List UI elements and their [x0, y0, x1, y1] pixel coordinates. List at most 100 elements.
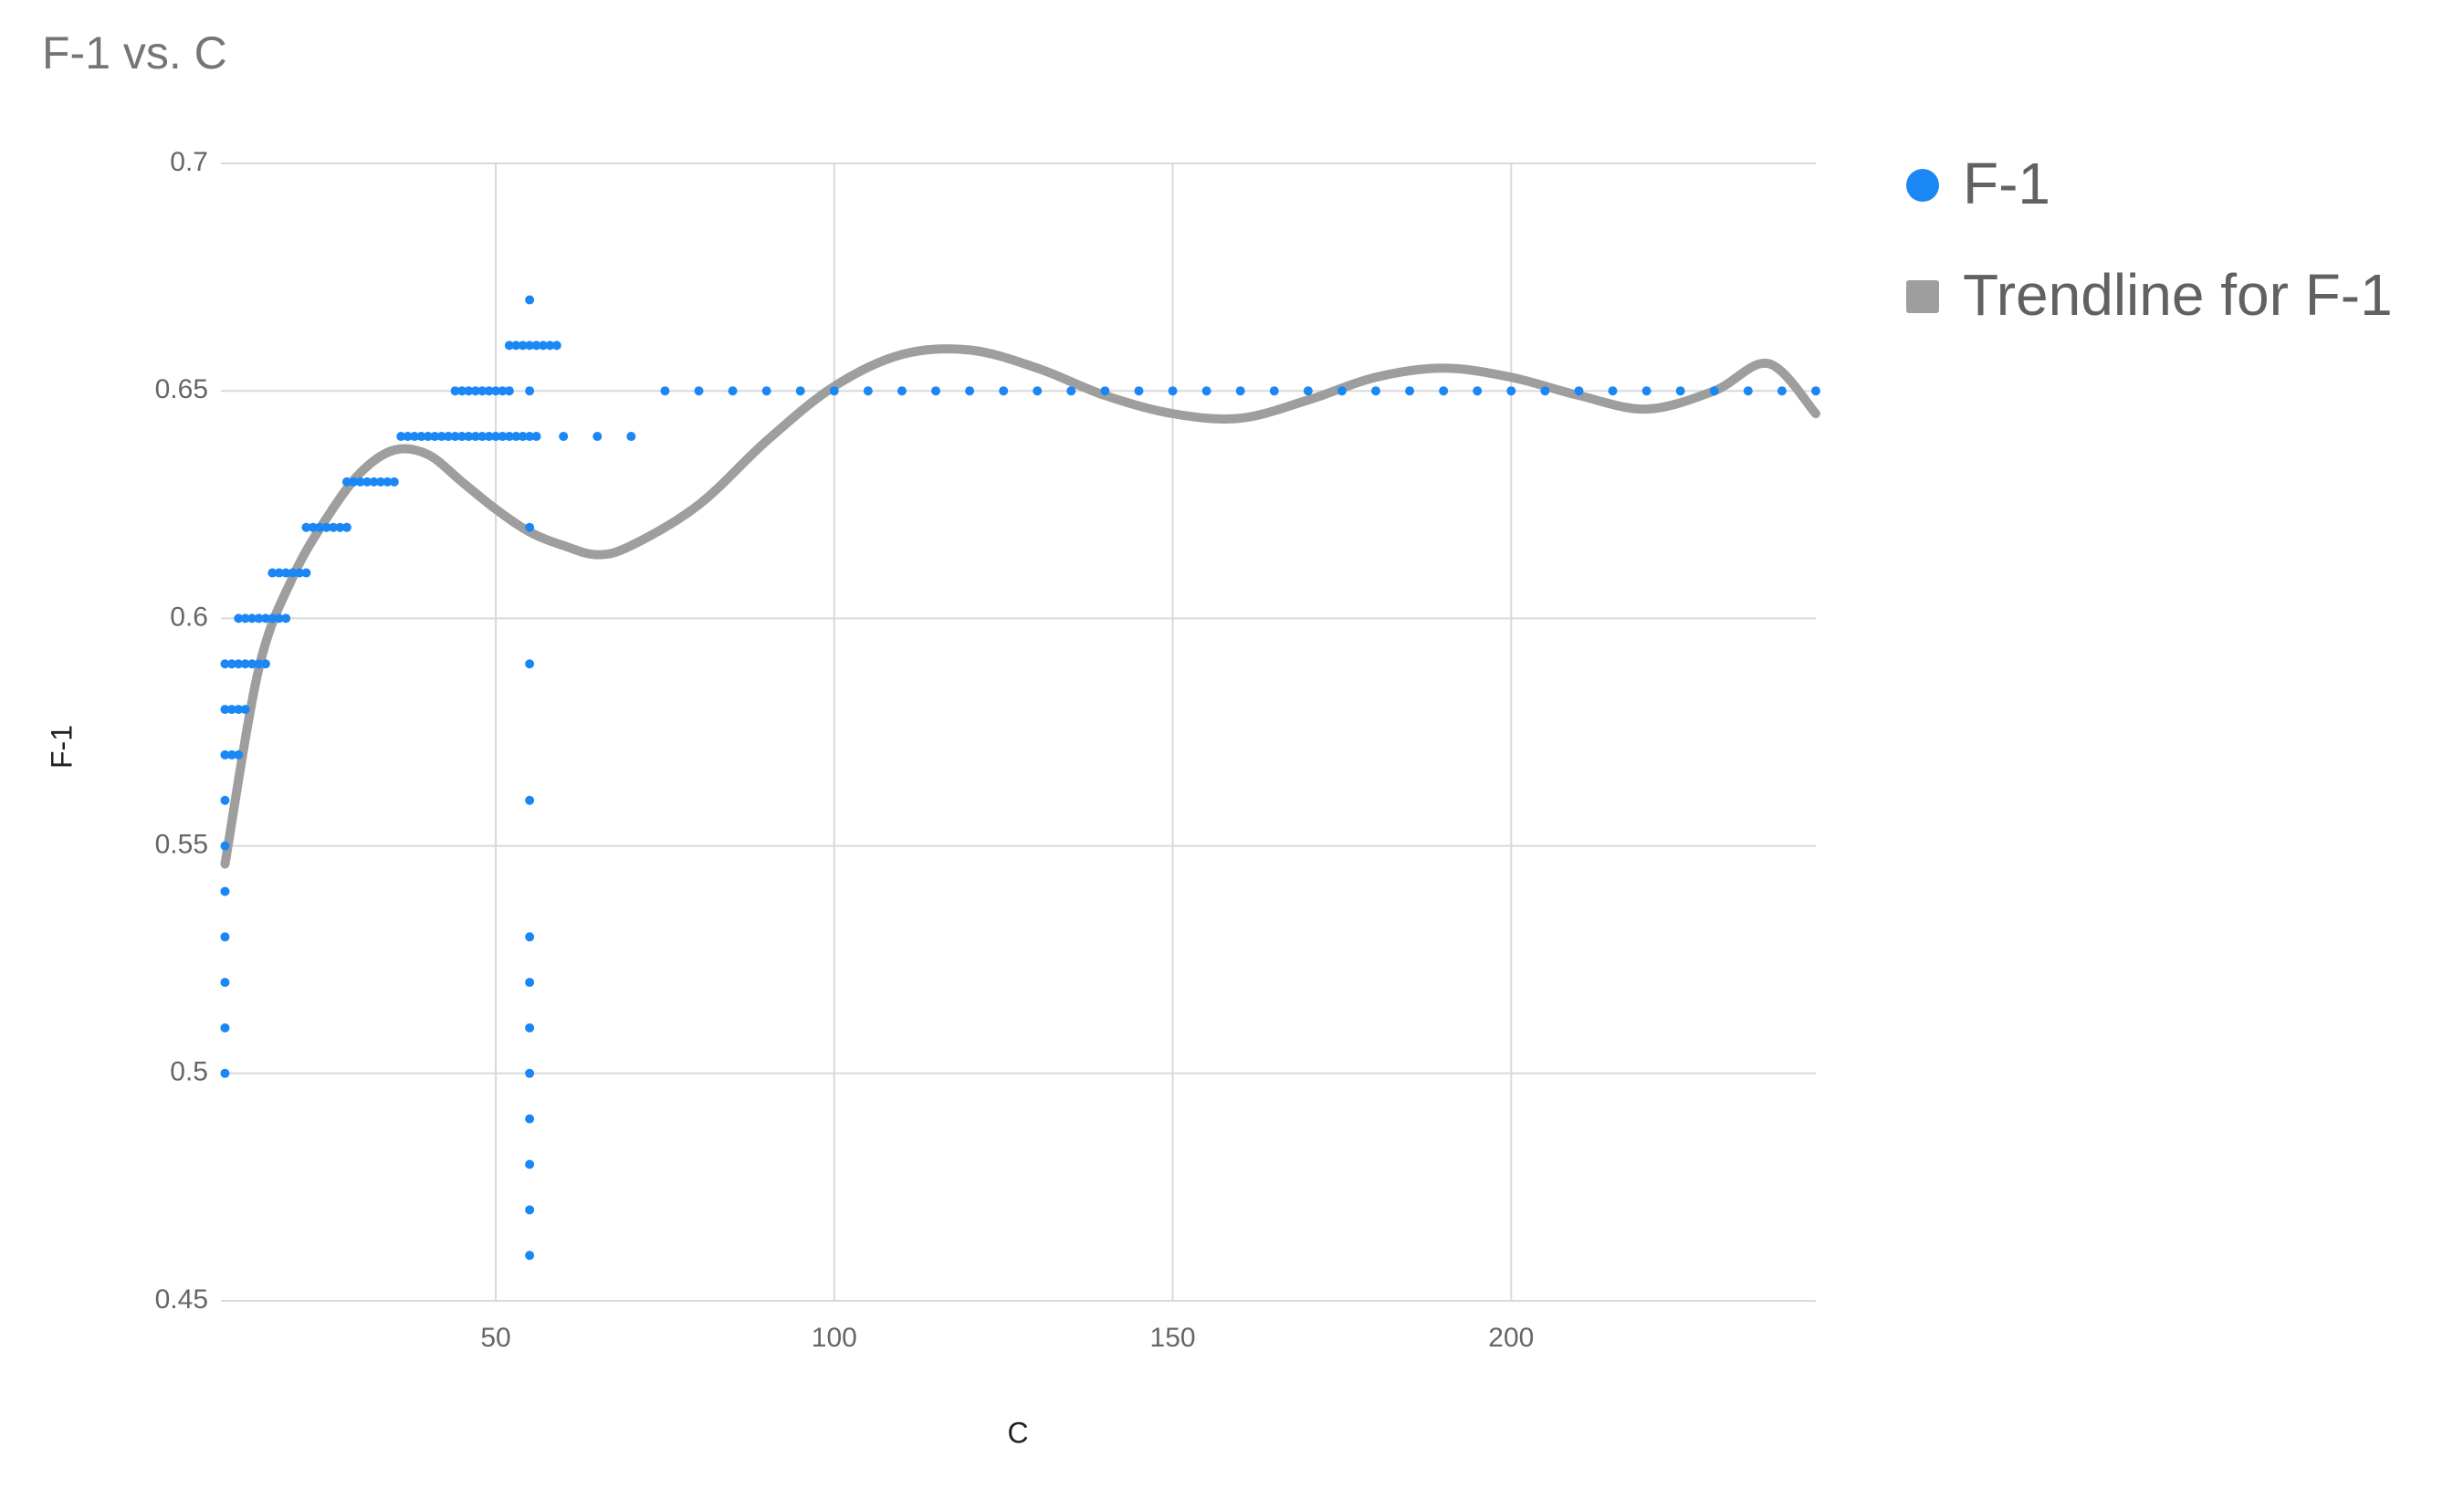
data-point [1100, 386, 1110, 396]
x-tick-label: 100 [812, 1323, 857, 1353]
x-axis-title: C [1007, 1416, 1028, 1449]
data-point [518, 432, 528, 442]
data-point [1473, 386, 1483, 396]
data-point [267, 568, 278, 578]
y-tick-label: 0.5 [170, 1057, 208, 1087]
data-point [1235, 386, 1245, 396]
legend: F-1 Trendline for F-1 [1906, 151, 2393, 328]
data-point [234, 613, 244, 623]
data-point [525, 978, 535, 988]
data-point [728, 386, 738, 396]
data-point [1066, 386, 1076, 396]
data-point [410, 432, 420, 442]
data-point [456, 432, 467, 442]
data-point [999, 386, 1009, 396]
data-point [592, 432, 603, 442]
data-point [430, 432, 440, 442]
data-point [525, 386, 535, 396]
data-point [1439, 386, 1449, 396]
data-point [301, 568, 311, 578]
data-point [450, 386, 460, 396]
legend-marker [1906, 169, 1939, 202]
data-point [511, 432, 521, 442]
data-point [423, 432, 433, 442]
data-point [436, 432, 446, 442]
data-point [240, 613, 250, 623]
data-point [383, 477, 393, 487]
data-point [315, 522, 325, 532]
data-point [226, 749, 236, 760]
data-point [349, 477, 359, 487]
data-point [504, 341, 514, 351]
x-tick-label: 150 [1150, 1323, 1196, 1353]
chart-title: F-1 vs. C [42, 27, 227, 79]
data-point [545, 341, 555, 351]
data-point [226, 659, 236, 669]
data-point [525, 522, 535, 532]
data-point [525, 295, 535, 305]
data-point [1405, 386, 1415, 396]
y-tick-label: 0.7 [170, 147, 208, 177]
data-point [389, 477, 399, 487]
data-point [965, 386, 975, 396]
data-point [491, 432, 501, 442]
data-point [518, 341, 528, 351]
data-point [1574, 386, 1584, 396]
data-point [1033, 386, 1043, 396]
data-point [525, 1159, 535, 1169]
data-point [274, 568, 284, 578]
data-point [795, 386, 805, 396]
y-tick-label: 0.65 [155, 374, 208, 404]
data-point [234, 705, 244, 715]
data-point [1201, 386, 1211, 396]
data-point [267, 613, 278, 623]
data-point [281, 613, 291, 623]
data-point [308, 522, 318, 532]
data-point [525, 1114, 535, 1124]
data-point [301, 522, 311, 532]
data-point [456, 386, 467, 396]
data-point [260, 659, 270, 669]
data-point [498, 432, 508, 442]
legend-label: Trendline for F-1 [1963, 262, 2393, 328]
data-point [1675, 386, 1685, 396]
data-point [1168, 386, 1178, 396]
data-point [281, 568, 291, 578]
data-point [220, 1022, 230, 1032]
data-point [234, 659, 244, 669]
data-point [477, 432, 488, 442]
legend-label: F-1 [1963, 151, 2050, 216]
data-point [396, 432, 406, 442]
data-point [329, 522, 339, 532]
data-point [1743, 386, 1753, 396]
y-tick-label: 0.55 [155, 830, 208, 860]
data-point [274, 613, 284, 623]
data-point [226, 705, 236, 715]
data-point [470, 386, 480, 396]
data-point [525, 1205, 535, 1215]
data-point [355, 477, 365, 487]
data-point [1134, 386, 1144, 396]
data-point [511, 341, 521, 351]
data-point [341, 477, 351, 487]
data-point [444, 432, 454, 442]
data-point [1371, 386, 1381, 396]
data-point [525, 1068, 535, 1078]
data-point [220, 795, 230, 805]
data-point [470, 432, 480, 442]
data-point [240, 659, 250, 669]
data-point [403, 432, 413, 442]
data-point [863, 386, 873, 396]
data-point [362, 477, 372, 487]
data-point [531, 341, 541, 351]
data-point [295, 568, 305, 578]
data-point [1777, 386, 1787, 396]
data-point [484, 432, 494, 442]
data-point [240, 705, 250, 715]
data-point [551, 341, 561, 351]
data-point [525, 1251, 535, 1261]
data-point [1506, 386, 1516, 396]
data-point [477, 386, 488, 396]
data-point [538, 341, 548, 351]
data-point [1540, 386, 1550, 396]
